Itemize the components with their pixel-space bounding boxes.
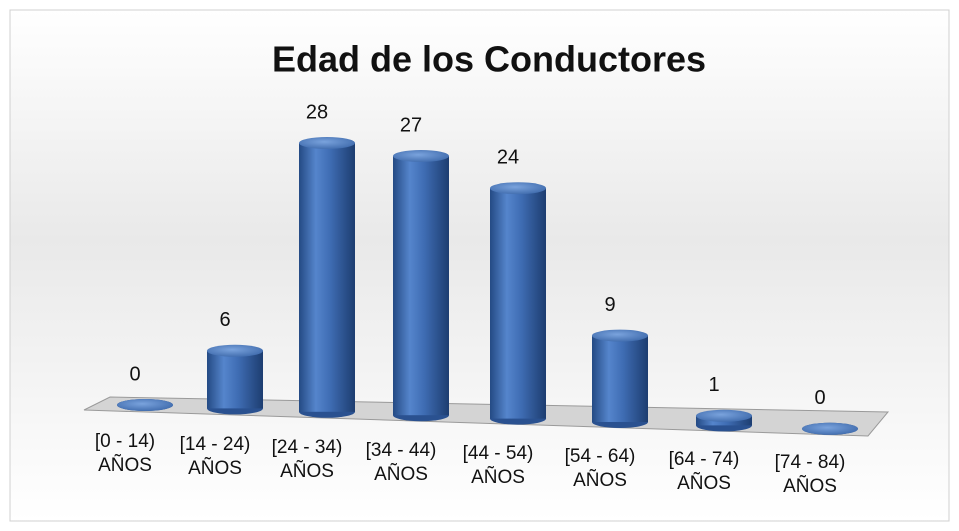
data-label: 27 bbox=[400, 114, 422, 136]
x-tick-label: [14 - 24) AÑOS bbox=[180, 434, 251, 479]
bar-top bbox=[490, 182, 546, 195]
x-tick-label-line: AÑOS bbox=[188, 457, 242, 479]
bar-top bbox=[802, 422, 858, 435]
data-label: 0 bbox=[814, 387, 825, 409]
bar-top bbox=[207, 344, 263, 357]
x-tick-label-line: AÑOS bbox=[573, 469, 627, 491]
x-tick-label-line: [64 - 74) bbox=[669, 449, 740, 470]
x-tick-label-line: [44 - 54) bbox=[463, 443, 534, 464]
x-tick-label-line: AÑOS bbox=[471, 466, 525, 488]
bar-body bbox=[207, 350, 263, 409]
x-tick-label: [0 - 14) AÑOS bbox=[95, 431, 155, 476]
bar bbox=[802, 422, 858, 435]
bar bbox=[592, 329, 648, 428]
chart-title: Edad de los Conductores bbox=[272, 39, 706, 80]
bar bbox=[490, 182, 546, 425]
x-tick-label-line: [0 - 14) bbox=[95, 431, 155, 452]
bar bbox=[117, 399, 173, 411]
bar-body bbox=[393, 156, 449, 416]
bar-body bbox=[592, 335, 648, 422]
x-tick-label: [64 - 74) AÑOS bbox=[669, 449, 740, 494]
bar bbox=[696, 409, 752, 432]
x-tick-label-line: [74 - 84) bbox=[775, 452, 846, 473]
data-label: 9 bbox=[604, 294, 615, 316]
x-tick-label-line: AÑOS bbox=[374, 463, 428, 485]
bar-top bbox=[117, 399, 173, 411]
x-tick-label: [54 - 64) AÑOS bbox=[565, 446, 636, 491]
data-label: 1 bbox=[708, 374, 719, 396]
x-tick-label-line: AÑOS bbox=[280, 460, 334, 482]
bar-top bbox=[696, 409, 752, 422]
bar bbox=[299, 137, 355, 418]
x-tick-label-line: [34 - 44) bbox=[366, 440, 437, 461]
x-tick-label: [44 - 54) AÑOS bbox=[463, 443, 534, 488]
bar-body bbox=[299, 143, 355, 412]
bar-top bbox=[592, 329, 648, 342]
data-label: 28 bbox=[306, 101, 328, 123]
chart-frame bbox=[9, 9, 950, 522]
x-tick-label: [24 - 34) AÑOS bbox=[272, 437, 343, 482]
bar bbox=[393, 150, 449, 422]
x-tick-label-line: AÑOS bbox=[677, 472, 731, 494]
bar bbox=[207, 344, 263, 415]
x-tick-label: [74 - 84) AÑOS bbox=[775, 452, 846, 497]
data-label: 6 bbox=[219, 309, 230, 331]
data-label: 24 bbox=[497, 146, 519, 168]
x-tick-label-line: [14 - 24) bbox=[180, 434, 251, 455]
x-tick-label-line: [24 - 34) bbox=[272, 437, 343, 458]
bar-top bbox=[393, 150, 449, 162]
x-tick-label: [34 - 44) AÑOS bbox=[366, 440, 437, 485]
data-label: 0 bbox=[129, 363, 140, 385]
bar-body bbox=[490, 188, 546, 419]
x-tick-label-line: [54 - 64) bbox=[565, 446, 636, 467]
x-tick-label-line: AÑOS bbox=[98, 454, 152, 476]
bar-top bbox=[299, 137, 355, 149]
x-tick-label-line: AÑOS bbox=[783, 475, 837, 497]
